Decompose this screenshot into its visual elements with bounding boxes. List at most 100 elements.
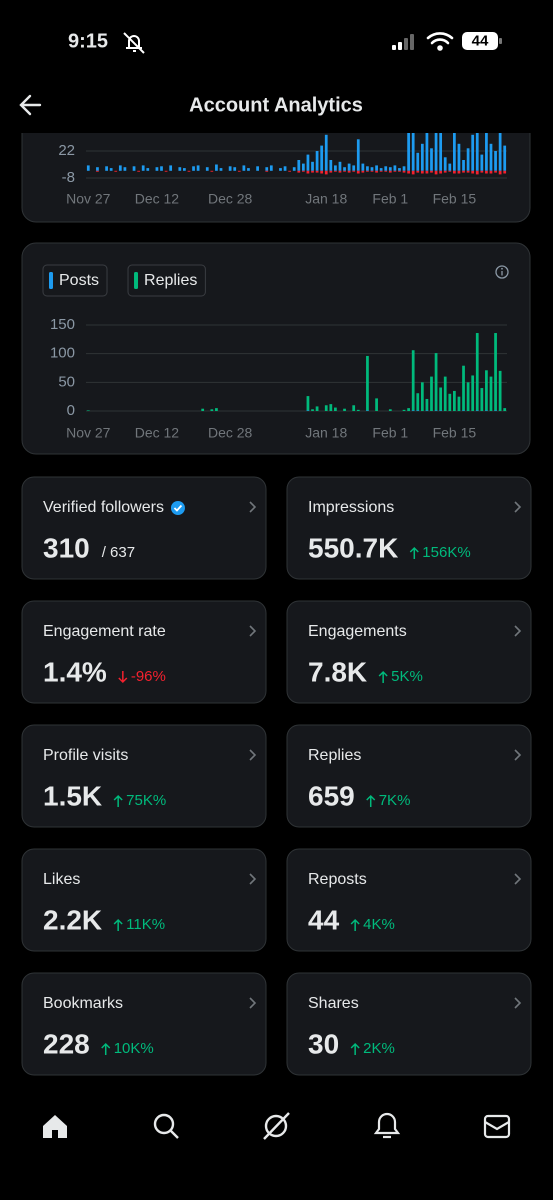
battery-level: 44 bbox=[472, 32, 489, 49]
card-bg bbox=[21, 724, 267, 828]
bar bbox=[315, 406, 319, 411]
bar bbox=[498, 370, 502, 411]
info-icon[interactable] bbox=[495, 265, 509, 279]
chevron bbox=[514, 997, 522, 1009]
metric-label: Impressions bbox=[308, 499, 394, 516]
bar bbox=[118, 165, 122, 171]
card-bg bbox=[21, 476, 267, 580]
bar bbox=[475, 333, 479, 411]
bar bbox=[388, 409, 392, 411]
nav-home[interactable] bbox=[43, 1115, 67, 1138]
metric-value: 2.2K bbox=[43, 904, 102, 935]
bar bbox=[320, 145, 324, 171]
bar bbox=[411, 410, 415, 411]
bar bbox=[466, 148, 470, 171]
bar bbox=[301, 170, 305, 172]
metric-label: Engagements bbox=[308, 623, 407, 640]
metric-label: Likes bbox=[43, 871, 80, 888]
legend-box bbox=[127, 264, 206, 297]
metric-value: 1.4% bbox=[43, 656, 107, 687]
bar bbox=[466, 382, 470, 411]
chevron bbox=[249, 997, 257, 1009]
nav-notifications[interactable] bbox=[373, 1112, 401, 1139]
bar bbox=[430, 376, 433, 411]
metric-card[interactable]: Verified followers 310 / 637 bbox=[21, 476, 267, 580]
bar bbox=[480, 388, 484, 411]
metric-change: 11K% bbox=[126, 916, 165, 933]
bar bbox=[494, 410, 497, 411]
bar bbox=[352, 405, 356, 411]
bar bbox=[407, 133, 410, 171]
nav-grok[interactable] bbox=[263, 1112, 290, 1140]
bar bbox=[420, 170, 424, 174]
bar bbox=[361, 170, 365, 173]
bar bbox=[123, 167, 127, 171]
bar bbox=[196, 165, 200, 171]
metric-change: 4K% bbox=[363, 916, 395, 933]
bar bbox=[439, 133, 443, 171]
bar bbox=[315, 170, 319, 173]
bar bbox=[462, 160, 465, 171]
x-tick-label: Feb 1 bbox=[372, 425, 408, 441]
bar bbox=[453, 133, 456, 171]
x-tick-label: Dec 12 bbox=[135, 191, 180, 207]
bar bbox=[402, 166, 406, 171]
bar bbox=[343, 167, 346, 171]
bar bbox=[448, 163, 452, 171]
nav-search[interactable] bbox=[153, 1113, 179, 1139]
metric-card[interactable]: Impressions 550.7K 156K% bbox=[286, 476, 532, 580]
bar bbox=[503, 408, 507, 411]
bar bbox=[96, 167, 99, 171]
bar bbox=[306, 396, 310, 411]
metric-card[interactable]: Engagements 7.8K 5K% bbox=[286, 600, 532, 704]
chevron bbox=[514, 501, 522, 513]
bar bbox=[297, 160, 301, 171]
metric-card[interactable]: Shares 30 2K% bbox=[286, 972, 532, 1076]
metric-card[interactable]: Engagement rate 1.4% -96% bbox=[21, 600, 267, 704]
metric-value: 1.5K bbox=[43, 780, 102, 811]
bar bbox=[485, 370, 488, 411]
x-tick-label: Nov 27 bbox=[66, 191, 111, 207]
battery bbox=[462, 32, 498, 50]
metric-value: 550.7K bbox=[308, 532, 398, 563]
metric-card[interactable]: Replies 659 7K% bbox=[286, 724, 532, 828]
metric-label: Replies bbox=[308, 747, 361, 764]
metric-card[interactable]: Bookmarks 228 10K% bbox=[21, 972, 267, 1076]
bar bbox=[462, 365, 465, 411]
bar bbox=[356, 409, 360, 411]
nav-messages[interactable] bbox=[483, 1114, 511, 1139]
bar bbox=[178, 167, 182, 171]
y-tick-label: 0 bbox=[67, 402, 75, 419]
card-bg bbox=[21, 972, 267, 1076]
signal-icon bbox=[392, 34, 414, 50]
bar bbox=[192, 166, 195, 171]
bar bbox=[334, 407, 337, 411]
bar bbox=[407, 170, 410, 174]
metric-card[interactable]: Reposts 44 4K% bbox=[286, 848, 532, 952]
bar bbox=[475, 133, 479, 171]
bar bbox=[489, 170, 493, 174]
bar bbox=[338, 161, 342, 171]
bar bbox=[471, 375, 475, 411]
bar bbox=[485, 170, 488, 174]
bar bbox=[453, 170, 456, 174]
bar bbox=[352, 170, 356, 172]
trend-arrow bbox=[113, 794, 123, 807]
metric-card[interactable]: Profile visits 1.5K 75K% bbox=[21, 724, 267, 828]
metric-card[interactable]: Likes 2.2K 11K% bbox=[21, 848, 267, 952]
bar bbox=[379, 168, 383, 171]
back-button[interactable] bbox=[19, 94, 42, 116]
metric-value: 44 bbox=[308, 904, 340, 935]
bar bbox=[402, 409, 406, 411]
bar bbox=[393, 170, 397, 172]
bar bbox=[384, 166, 388, 171]
bar bbox=[155, 167, 159, 171]
bar bbox=[375, 398, 378, 411]
bar bbox=[297, 170, 301, 173]
bar bbox=[343, 408, 346, 411]
bar bbox=[471, 170, 475, 174]
bar bbox=[430, 148, 433, 171]
bar bbox=[338, 170, 342, 173]
bar bbox=[411, 350, 415, 411]
